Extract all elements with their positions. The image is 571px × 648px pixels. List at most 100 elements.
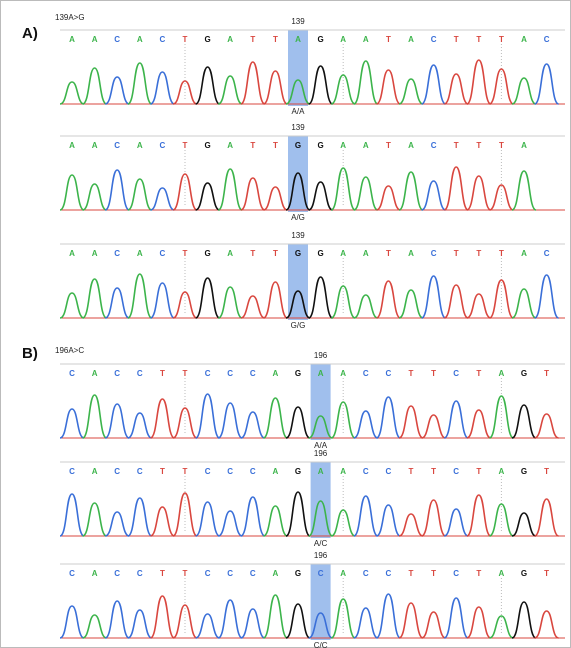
base-call: C <box>114 35 120 44</box>
base-call: G <box>295 569 301 578</box>
trace-peak <box>105 601 129 638</box>
base-call: A <box>295 35 301 44</box>
base-call: A <box>92 369 98 378</box>
trace-peak <box>512 405 536 438</box>
base-call: C <box>453 569 459 578</box>
trace-peak <box>218 76 242 104</box>
base-call: T <box>499 249 504 258</box>
trace-peak <box>105 77 129 104</box>
trace-peak <box>444 509 468 536</box>
base-call: A <box>227 249 233 258</box>
base-call: T <box>386 249 391 258</box>
base-call: C <box>250 369 256 378</box>
trace-peak <box>218 287 242 318</box>
base-call: T <box>160 467 165 476</box>
base-call: T <box>183 467 188 476</box>
base-call: C <box>137 569 143 578</box>
base-call: T <box>476 369 481 378</box>
base-call: A <box>340 369 346 378</box>
base-call: C <box>114 569 120 578</box>
base-call: C <box>431 141 437 150</box>
trace-peak <box>196 502 220 536</box>
position-label: 139 <box>291 231 305 240</box>
trace-peak <box>376 70 400 104</box>
base-call: A <box>318 369 324 378</box>
trace-peak <box>309 277 333 318</box>
trace-peak <box>128 179 152 210</box>
base-call: T <box>431 467 436 476</box>
trace-peak <box>467 495 491 536</box>
base-call: T <box>431 369 436 378</box>
base-call: T <box>476 467 481 476</box>
base-call: T <box>409 569 414 578</box>
trace-peak <box>444 598 468 638</box>
base-call: T <box>183 249 188 258</box>
base-call: C <box>386 467 392 476</box>
trace-peak <box>354 177 378 210</box>
base-call: C <box>160 141 166 150</box>
trace-peak <box>444 74 468 104</box>
base-call: C <box>160 249 166 258</box>
trace-peak <box>263 71 287 104</box>
base-call: A <box>227 35 233 44</box>
trace-peak <box>535 414 559 438</box>
trace-peak <box>376 186 400 210</box>
base-call: G <box>521 467 527 476</box>
figure: A)139A>G139AACACTGATTAGAATACTTTACA/A139A… <box>0 0 571 648</box>
base-call: A <box>499 369 505 378</box>
trace-peak <box>535 275 559 318</box>
base-call: G <box>317 35 323 44</box>
base-call: A <box>521 249 527 258</box>
trace-peak <box>399 603 423 638</box>
position-label: 139 <box>291 17 305 26</box>
trace-peak <box>105 170 129 210</box>
trace-peak <box>489 504 513 536</box>
trace-peak <box>376 594 400 638</box>
base-call: A <box>363 141 369 150</box>
base-call: T <box>273 249 278 258</box>
trace-peak <box>467 410 491 438</box>
trace-peak <box>83 503 107 536</box>
trace-peak <box>399 514 423 536</box>
trace-peak <box>422 65 446 104</box>
trace-peak <box>422 612 446 638</box>
base-call: C <box>431 249 437 258</box>
base-call: T <box>250 35 255 44</box>
trace-peak <box>241 497 265 536</box>
base-call: A <box>408 141 414 150</box>
trace-peak <box>512 289 536 318</box>
base-call: A <box>340 35 346 44</box>
base-call: C <box>227 369 233 378</box>
trace-peak <box>105 512 129 536</box>
trace-peak <box>218 169 242 210</box>
trace-peak <box>150 507 174 536</box>
trace-peak <box>331 510 355 536</box>
base-call: T <box>476 35 481 44</box>
trace-peak <box>83 68 107 104</box>
trace-peak <box>241 178 265 210</box>
base-call: C <box>137 369 143 378</box>
base-call: T <box>499 35 504 44</box>
trace-peak <box>444 401 468 438</box>
base-call: C <box>453 369 459 378</box>
genotype-label: C/C <box>314 641 328 648</box>
base-call: A <box>363 249 369 258</box>
trace-peak <box>489 185 513 210</box>
base-call: T <box>544 369 549 378</box>
base-call: G <box>295 467 301 476</box>
base-call: C <box>205 467 211 476</box>
base-call: G <box>204 249 210 258</box>
base-call: A <box>92 569 98 578</box>
trace-peak <box>150 188 174 210</box>
base-call: A <box>69 141 75 150</box>
base-call: T <box>386 35 391 44</box>
base-call: C <box>227 569 233 578</box>
base-call: C <box>250 467 256 476</box>
trace-peak <box>263 595 287 638</box>
trace-peak <box>376 281 400 318</box>
trace-peak <box>150 72 174 104</box>
trace-peak <box>218 511 242 536</box>
base-call: T <box>183 35 188 44</box>
trace-peak <box>512 602 536 638</box>
base-call: T <box>183 369 188 378</box>
